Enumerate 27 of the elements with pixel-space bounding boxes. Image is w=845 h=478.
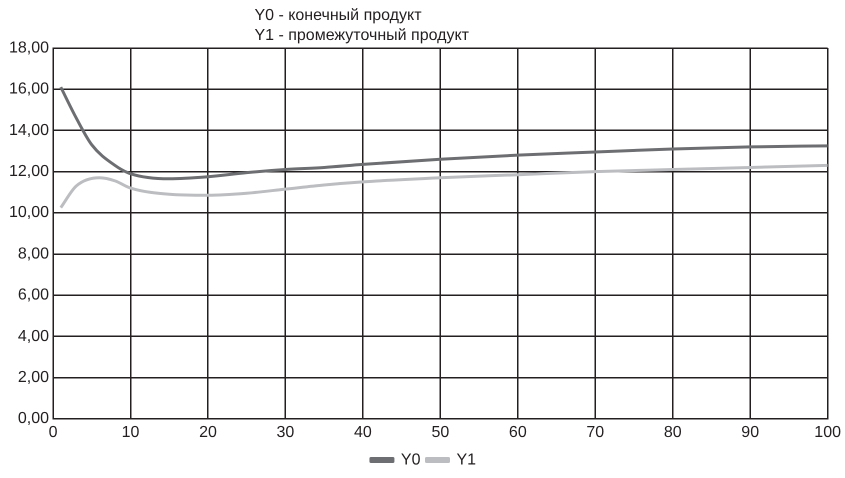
y-tick-label: 2,00 xyxy=(18,369,50,386)
y-tick-label: 16,00 xyxy=(8,80,50,98)
x-tick-label: 50 xyxy=(431,424,450,441)
line-series xyxy=(59,164,828,210)
y-tick-label: 0,00 xyxy=(18,410,50,428)
y-tick-label: 6,00 xyxy=(18,286,50,304)
chart-title: Y0 - конечный продукт xyxy=(254,7,422,24)
x-tick-label: 100 xyxy=(814,424,842,441)
x-tick-label: 90 xyxy=(741,424,760,441)
x-tick-label: 60 xyxy=(508,424,527,441)
x-tick-label: 10 xyxy=(122,424,140,441)
chart-subtitle: Y1 - промежуточный продукт xyxy=(254,27,470,44)
y-tick-label: 12,00 xyxy=(8,163,50,180)
y-tick-label: 10,00 xyxy=(8,204,50,222)
y-tick-label: 8,00 xyxy=(18,245,50,262)
x-tick-label: 0 xyxy=(48,424,58,441)
legend-label: Y1 xyxy=(456,451,476,468)
y-tick-label: 14,00 xyxy=(8,122,50,139)
y-tick-label: 18,00 xyxy=(8,39,50,56)
x-tick-label: 80 xyxy=(664,424,682,441)
y-tick-label: 4,00 xyxy=(18,328,50,345)
x-tick-label: 40 xyxy=(354,424,372,441)
x-tick-label: 20 xyxy=(199,424,217,441)
line-series xyxy=(59,86,828,180)
x-tick-label: 30 xyxy=(276,424,294,441)
legend-label: Y0 xyxy=(400,451,421,468)
x-tick-label: 70 xyxy=(586,424,604,441)
